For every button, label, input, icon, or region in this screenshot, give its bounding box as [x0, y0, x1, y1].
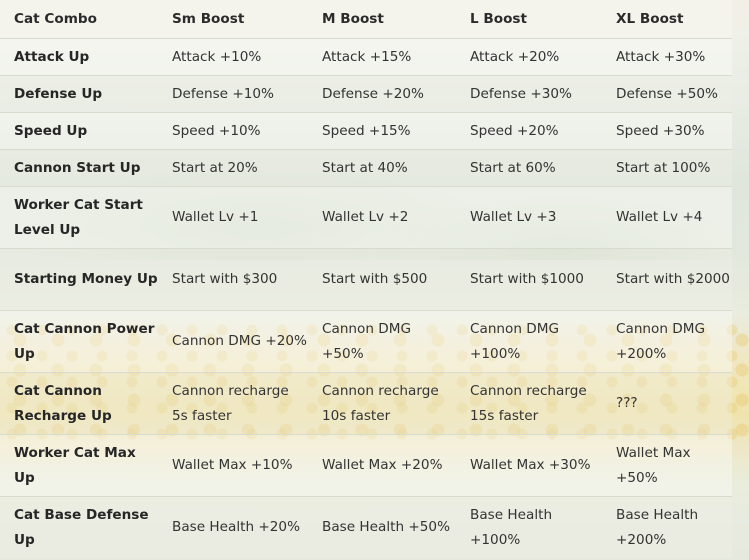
sm-boost-cell: Defense +10% — [158, 75, 308, 113]
xl-boost-cell: Base Health +200% — [602, 496, 732, 558]
m-boost-cell: Base Health +50% — [308, 496, 456, 558]
l-boost-cell: Wallet Lv +3 — [456, 186, 602, 249]
sm-boost-cell: Base Health +20% — [158, 496, 308, 558]
table-row: Cat Cannon Recharge Up Cannon recharge 5… — [0, 372, 732, 435]
xl-boost-cell: Attack +30% — [602, 38, 732, 76]
header-sm-boost: Sm Boost — [158, 0, 308, 39]
xl-boost-cell: Cannon DMG +200% — [602, 310, 732, 373]
xl-boost-cell: Speed +30% — [602, 112, 732, 150]
sm-boost-cell: Wallet Lv +1 — [158, 186, 308, 249]
sm-boost-cell: Cannon recharge 5s faster — [158, 372, 308, 435]
table-row: Worker Cat Start Level Up Wallet Lv +1 W… — [0, 186, 732, 249]
m-boost-cell: Cannon recharge 10s faster — [308, 372, 456, 435]
combo-name: Cat Cannon Recharge Up — [0, 372, 158, 435]
combo-name: Defense Up — [0, 75, 158, 113]
m-boost-cell: Start with $500 — [308, 248, 456, 311]
combo-name: Cat Cannon Power Up — [0, 310, 158, 373]
combo-name: Cannon Start Up — [0, 149, 158, 187]
combo-name: Starting Money Up — [0, 248, 158, 311]
table-row: Starting Money Up Start with $300 Start … — [0, 248, 732, 311]
l-boost-cell: Cannon recharge 15s faster — [456, 372, 602, 435]
l-boost-cell: Speed +20% — [456, 112, 602, 150]
l-boost-cell: Cannon DMG +100% — [456, 310, 602, 373]
header-xl-boost: XL Boost — [602, 0, 732, 39]
xl-boost-cell: ??? — [602, 372, 732, 435]
table-header-row: Cat Combo Sm Boost M Boost L Boost XL Bo… — [0, 0, 732, 39]
table-row: Speed Up Speed +10% Speed +15% Speed +20… — [0, 112, 732, 150]
combo-name: Cat Base Defense Up — [0, 496, 158, 558]
sm-boost-cell: Speed +10% — [158, 112, 308, 150]
m-boost-cell: Defense +20% — [308, 75, 456, 113]
combo-name: Attack Up — [0, 38, 158, 76]
xl-boost-cell: Start with $2000 — [602, 248, 732, 311]
l-boost-cell: Defense +30% — [456, 75, 602, 113]
table-row: Cat Cannon Power Up Cannon DMG +20% Cann… — [0, 310, 732, 373]
sm-boost-cell: Start with $300 — [158, 248, 308, 311]
header-m-boost: M Boost — [308, 0, 456, 39]
xl-boost-cell: Defense +50% — [602, 75, 732, 113]
sm-boost-cell: Cannon DMG +20% — [158, 310, 308, 373]
table-row: Attack Up Attack +10% Attack +15% Attack… — [0, 38, 732, 76]
table-row: Cat Base Defense Up Base Health +20% Bas… — [0, 496, 732, 558]
xl-boost-cell: Wallet Lv +4 — [602, 186, 732, 249]
header-cat-combo: Cat Combo — [0, 0, 158, 39]
xl-boost-cell: Wallet Max +50% — [602, 434, 732, 497]
m-boost-cell: Wallet Max +20% — [308, 434, 456, 497]
cat-combo-table: Cat Combo Sm Boost M Boost L Boost XL Bo… — [0, 0, 732, 558]
combo-name: Worker Cat Max Up — [0, 434, 158, 497]
m-boost-cell: Cannon DMG +50% — [308, 310, 456, 373]
combo-name: Speed Up — [0, 112, 158, 150]
table-row: Cannon Start Up Start at 20% Start at 40… — [0, 149, 732, 187]
sm-boost-cell: Start at 20% — [158, 149, 308, 187]
table-row: Defense Up Defense +10% Defense +20% Def… — [0, 75, 732, 113]
m-boost-cell: Speed +15% — [308, 112, 456, 150]
m-boost-cell: Attack +15% — [308, 38, 456, 76]
m-boost-cell: Wallet Lv +2 — [308, 186, 456, 249]
l-boost-cell: Wallet Max +30% — [456, 434, 602, 497]
l-boost-cell: Attack +20% — [456, 38, 602, 76]
l-boost-cell: Start with $1000 — [456, 248, 602, 311]
header-l-boost: L Boost — [456, 0, 602, 39]
sm-boost-cell: Wallet Max +10% — [158, 434, 308, 497]
xl-boost-cell: Start at 100% — [602, 149, 732, 187]
table-row: Worker Cat Max Up Wallet Max +10% Wallet… — [0, 434, 732, 497]
sm-boost-cell: Attack +10% — [158, 38, 308, 76]
l-boost-cell: Start at 60% — [456, 149, 602, 187]
l-boost-cell: Base Health +100% — [456, 496, 602, 558]
combo-name: Worker Cat Start Level Up — [0, 186, 158, 249]
m-boost-cell: Start at 40% — [308, 149, 456, 187]
